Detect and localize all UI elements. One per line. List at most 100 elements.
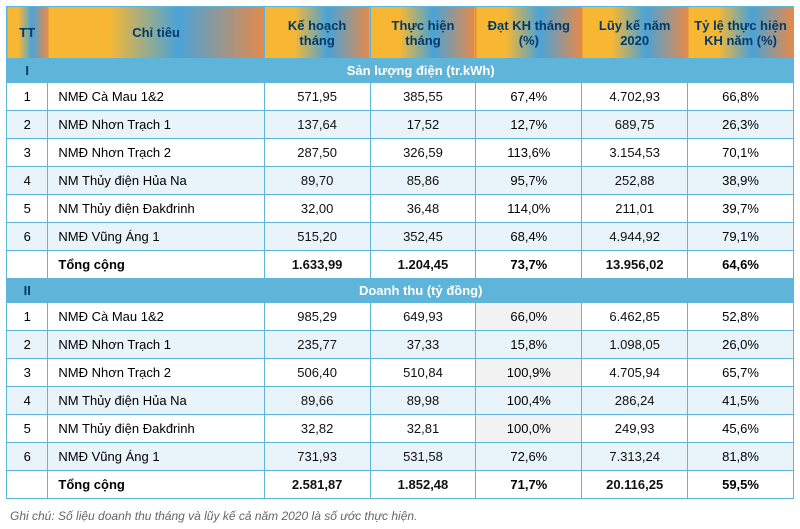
- col-lk: Lũy kế năm 2020: [582, 7, 688, 59]
- table-row: 1NMĐ Cà Mau 1&2571,95385,5567,4%4.702,93…: [7, 83, 794, 111]
- cell-tl: 45,6%: [688, 415, 794, 443]
- table-row: 5NM Thủy điện Đakđrinh32,8232,81100,0%24…: [7, 415, 794, 443]
- cell-dkh: 71,7%: [476, 471, 582, 499]
- cell-kh: 731,93: [264, 443, 370, 471]
- cell-tl: 38,9%: [688, 167, 794, 195]
- col-tl: Tỷ lệ thực hiện KH năm (%): [688, 7, 794, 59]
- cell-th: 36,48: [370, 195, 476, 223]
- cell-tt: 2: [7, 111, 48, 139]
- cell-th: 326,59: [370, 139, 476, 167]
- cell-tl: 41,5%: [688, 387, 794, 415]
- cell-tt: 6: [7, 223, 48, 251]
- cell-dkh: 72,6%: [476, 443, 582, 471]
- cell-tl: 39,7%: [688, 195, 794, 223]
- cell-th: 89,98: [370, 387, 476, 415]
- cell-name: NMĐ Nhơn Trạch 1: [48, 111, 264, 139]
- cell-th: 352,45: [370, 223, 476, 251]
- cell-name: NMĐ Cà Mau 1&2: [48, 83, 264, 111]
- cell-lk: 7.313,24: [582, 443, 688, 471]
- cell-th: 37,33: [370, 331, 476, 359]
- cell-kh: 287,50: [264, 139, 370, 167]
- table-row: 1NMĐ Cà Mau 1&2985,29649,9366,0%6.462,85…: [7, 303, 794, 331]
- cell-tt: 1: [7, 83, 48, 111]
- cell-dkh: 12,7%: [476, 111, 582, 139]
- cell-dkh: 100,9%: [476, 359, 582, 387]
- cell-dkh: 113,6%: [476, 139, 582, 167]
- cell-kh: 32,00: [264, 195, 370, 223]
- section-title: Sản lượng điện (tr.kWh): [48, 59, 794, 83]
- table-row: 6NMĐ Vũng Áng 1731,93531,5872,6%7.313,24…: [7, 443, 794, 471]
- cell-tl: 70,1%: [688, 139, 794, 167]
- cell-kh: 137,64: [264, 111, 370, 139]
- cell-name: NMĐ Vũng Áng 1: [48, 223, 264, 251]
- cell-th: 649,93: [370, 303, 476, 331]
- cell-tl: 66,8%: [688, 83, 794, 111]
- cell-name: Tổng cộng: [48, 251, 264, 279]
- cell-th: 85,86: [370, 167, 476, 195]
- cell-lk: 689,75: [582, 111, 688, 139]
- table-row: 3NMĐ Nhơn Trạch 2506,40510,84100,9%4.705…: [7, 359, 794, 387]
- cell-tt: 2: [7, 331, 48, 359]
- cell-th: 1.204,45: [370, 251, 476, 279]
- col-name: Chỉ tiêu: [48, 7, 264, 59]
- cell-tt: 6: [7, 443, 48, 471]
- cell-lk: 4.705,94: [582, 359, 688, 387]
- cell-name: Tổng cộng: [48, 471, 264, 499]
- section-header: IIDoanh thu (tỷ đồng): [7, 279, 794, 303]
- cell-kh: 32,82: [264, 415, 370, 443]
- cell-dkh: 100,4%: [476, 387, 582, 415]
- cell-name: NM Thủy điện Đakđrinh: [48, 195, 264, 223]
- section-index: I: [7, 59, 48, 83]
- col-kh: Kế hoạch tháng: [264, 7, 370, 59]
- cell-name: NMĐ Nhơn Trạch 2: [48, 139, 264, 167]
- cell-lk: 4.944,92: [582, 223, 688, 251]
- cell-lk: 252,88: [582, 167, 688, 195]
- cell-tt: 5: [7, 415, 48, 443]
- cell-tt: 1: [7, 303, 48, 331]
- cell-tt: 4: [7, 167, 48, 195]
- cell-tl: 52,8%: [688, 303, 794, 331]
- cell-name: NMĐ Nhơn Trạch 1: [48, 331, 264, 359]
- cell-tl: 65,7%: [688, 359, 794, 387]
- cell-kh: 515,20: [264, 223, 370, 251]
- cell-th: 17,52: [370, 111, 476, 139]
- cell-lk: 211,01: [582, 195, 688, 223]
- cell-tt: [7, 251, 48, 279]
- table-row: 2NMĐ Nhơn Trạch 1235,7737,3315,8%1.098,0…: [7, 331, 794, 359]
- performance-table: TT Chỉ tiêu Kế hoạch tháng Thực hiện thá…: [6, 6, 794, 499]
- col-tt: TT: [7, 7, 48, 59]
- cell-lk: 20.116,25: [582, 471, 688, 499]
- cell-name: NM Thủy điện Đakđrinh: [48, 415, 264, 443]
- cell-name: NMĐ Cà Mau 1&2: [48, 303, 264, 331]
- cell-dkh: 66,0%: [476, 303, 582, 331]
- cell-lk: 286,24: [582, 387, 688, 415]
- section-index: II: [7, 279, 48, 303]
- cell-name: NM Thủy điện Hủa Na: [48, 387, 264, 415]
- cell-th: 32,81: [370, 415, 476, 443]
- cell-tt: 3: [7, 359, 48, 387]
- cell-lk: 1.098,05: [582, 331, 688, 359]
- table-row: 5NM Thủy điện Đakđrinh32,0036,48114,0%21…: [7, 195, 794, 223]
- cell-th: 385,55: [370, 83, 476, 111]
- cell-tl: 64,6%: [688, 251, 794, 279]
- table-row: 4NM Thủy điện Hủa Na89,6689,98100,4%286,…: [7, 387, 794, 415]
- cell-dkh: 73,7%: [476, 251, 582, 279]
- section-title: Doanh thu (tỷ đồng): [48, 279, 794, 303]
- cell-tl: 26,0%: [688, 331, 794, 359]
- cell-name: NMĐ Vũng Áng 1: [48, 443, 264, 471]
- cell-kh: 89,70: [264, 167, 370, 195]
- cell-tl: 59,5%: [688, 471, 794, 499]
- cell-kh: 1.633,99: [264, 251, 370, 279]
- cell-lk: 6.462,85: [582, 303, 688, 331]
- footnote: Ghi chú: Số liệu doanh thu tháng và lũy …: [10, 509, 790, 523]
- col-dkh: Đạt KH tháng (%): [476, 7, 582, 59]
- cell-lk: 4.702,93: [582, 83, 688, 111]
- cell-kh: 571,95: [264, 83, 370, 111]
- cell-dkh: 100,0%: [476, 415, 582, 443]
- cell-dkh: 95,7%: [476, 167, 582, 195]
- cell-dkh: 114,0%: [476, 195, 582, 223]
- cell-th: 510,84: [370, 359, 476, 387]
- cell-kh: 89,66: [264, 387, 370, 415]
- table-row: 4NM Thủy điện Hủa Na89,7085,8695,7%252,8…: [7, 167, 794, 195]
- cell-tl: 26,3%: [688, 111, 794, 139]
